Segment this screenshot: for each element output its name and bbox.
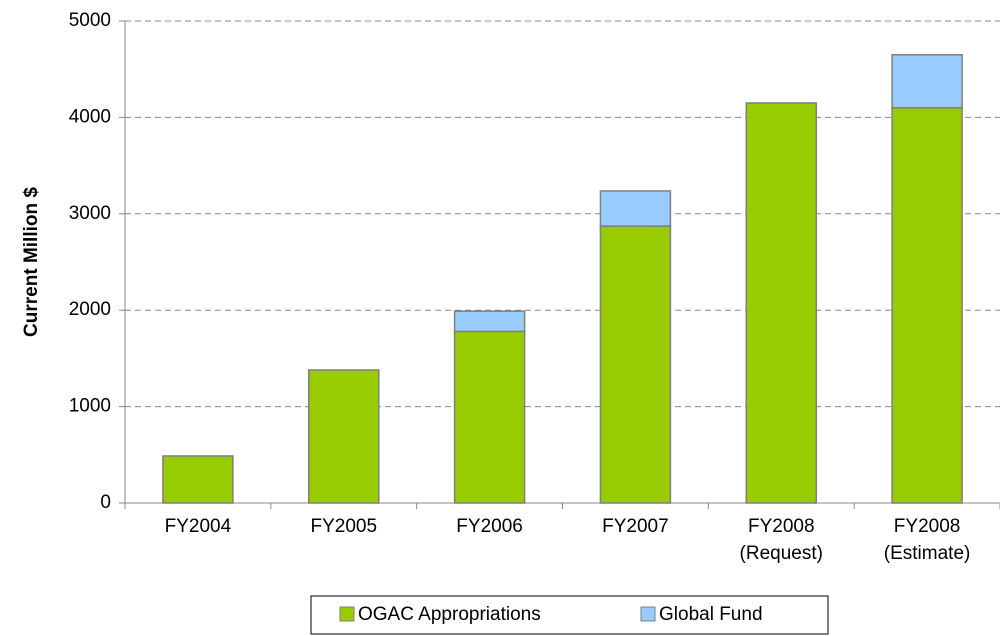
y-tick-label: 2000 — [69, 299, 111, 320]
bar-segment — [891, 53, 963, 109]
y-tick-label: 5000 — [69, 10, 111, 31]
bar-segment — [745, 102, 817, 504]
y-tick-label: 0 — [100, 492, 111, 513]
legend-swatch — [640, 606, 656, 622]
bar-segment — [599, 225, 672, 504]
bar-segment — [308, 369, 380, 504]
legend-label: Global Fund — [659, 604, 763, 625]
legend-label: OGAC Appropriations — [358, 604, 541, 625]
y-tick-label: 1000 — [69, 396, 111, 417]
x-tick-label: FY2005 — [310, 516, 377, 537]
y-axis-label: Current Million $ — [21, 187, 42, 337]
x-tick-label: FY2007 — [602, 516, 669, 537]
legend-box — [310, 595, 829, 635]
x-tick-label: FY2008 (Request) — [740, 516, 823, 564]
legend-swatch — [339, 606, 355, 622]
bar-segment — [162, 455, 234, 504]
bar-segment — [453, 330, 526, 504]
bar-segment — [453, 310, 526, 333]
bar-segment — [891, 107, 963, 504]
x-tick-label: FY2006 — [456, 516, 523, 537]
x-tick-label: FY2004 — [165, 516, 232, 537]
bar-segment — [599, 190, 672, 227]
y-tick-label: 4000 — [69, 106, 111, 127]
y-tick-label: 3000 — [69, 203, 111, 224]
x-tick-label: FY2008 (Estimate) — [884, 516, 971, 564]
